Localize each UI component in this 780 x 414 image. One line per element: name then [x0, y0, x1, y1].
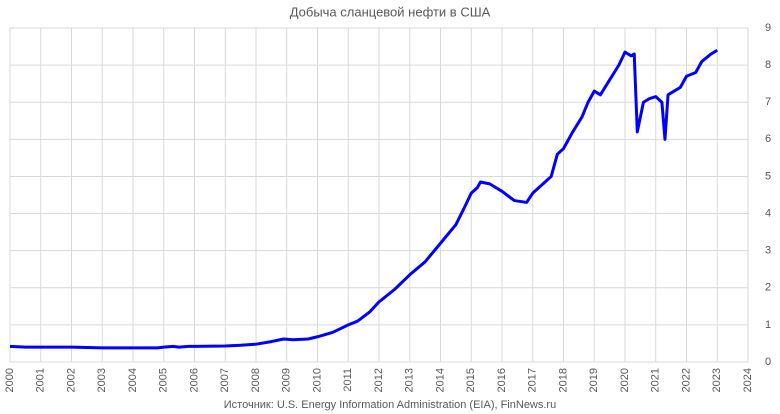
x-tick-label: 2023 [711, 368, 723, 392]
x-tick-label: 2021 [650, 368, 662, 392]
x-tick-label: 2004 [127, 368, 139, 392]
x-tick-label: 2006 [188, 368, 200, 392]
x-tick-label: 2010 [311, 368, 323, 392]
x-tick-label: 2016 [496, 368, 508, 392]
x-tick-label: 2019 [588, 368, 600, 392]
x-tick-label: 2012 [373, 368, 385, 392]
x-tick-label: 2018 [557, 368, 569, 392]
x-tick-label: 2001 [35, 368, 47, 392]
y-tick-label: 7 [765, 96, 771, 108]
x-tick-label: 2024 [742, 368, 754, 392]
data-line [9, 48, 719, 350]
source-note: Источник: U.S. Energy Information Admini… [224, 399, 556, 411]
y-tick-label: 1 [765, 319, 771, 331]
x-tick-label: 2014 [434, 368, 446, 392]
x-tick-label: 2020 [619, 368, 631, 392]
y-tick-label: 4 [765, 207, 771, 219]
y-tick-label: 2 [765, 282, 771, 294]
chart-title: Добыча сланцевой нефти в США [290, 4, 491, 19]
x-tick-label: 2003 [96, 368, 108, 392]
x-tick-label: 2005 [158, 368, 170, 392]
x-tick-label: 2009 [281, 368, 293, 392]
x-tick-label: 2000 [4, 368, 16, 392]
x-tick-label: 2015 [465, 368, 477, 392]
x-tick-label: 2011 [342, 368, 354, 392]
y-tick-label: 9 [765, 22, 771, 34]
y-tick-label: 6 [765, 133, 771, 145]
x-tick-label: 2017 [527, 368, 539, 392]
x-tick-label: 2022 [680, 368, 692, 392]
y-tick-label: 8 [765, 59, 771, 71]
x-tick-label: 2008 [250, 368, 262, 392]
x-tick-label: 2002 [65, 368, 77, 392]
plot-border [9, 27, 749, 363]
y-tick-label: 0 [765, 356, 771, 368]
x-tick-label: 2013 [404, 368, 416, 392]
x-tick-label: 2007 [219, 368, 231, 392]
y-tick-label: 5 [765, 170, 771, 182]
y-tick-label: 3 [765, 245, 771, 257]
